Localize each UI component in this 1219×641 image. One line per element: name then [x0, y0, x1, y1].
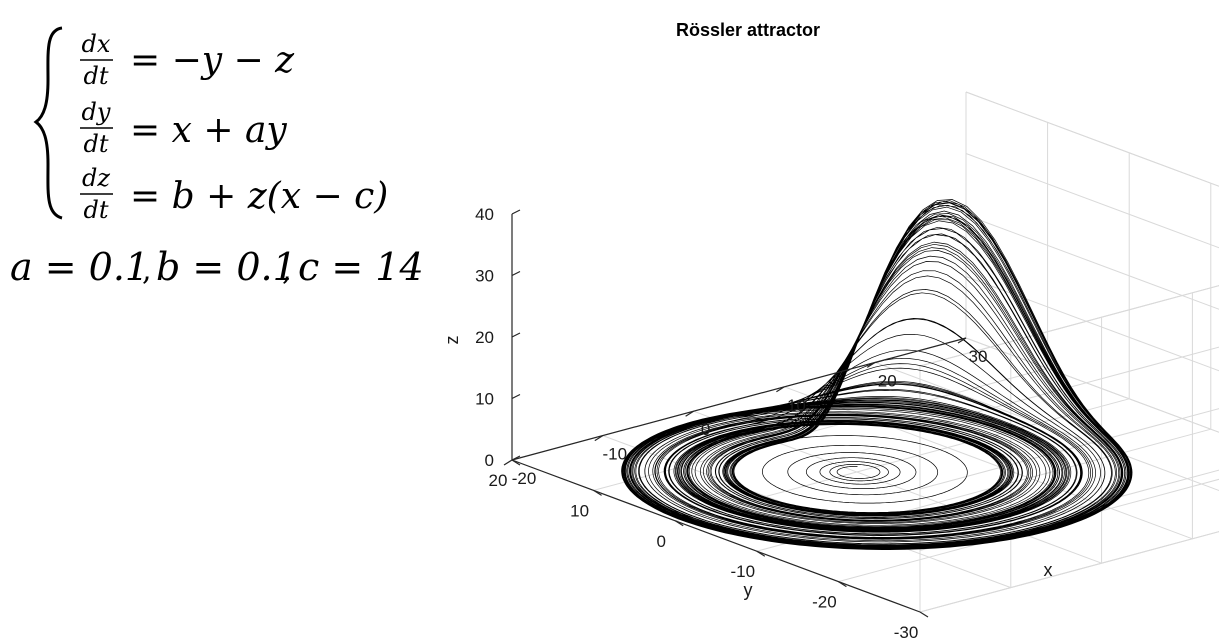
- z-tick-label: 20: [475, 328, 494, 347]
- axes: [503, 209, 967, 618]
- z-tick-mark: [511, 270, 521, 277]
- y-tick-label: 10: [570, 501, 589, 520]
- x-tick-mark: [685, 410, 694, 417]
- eq3-numerator: dz: [82, 164, 110, 192]
- y-tick-label: 0: [656, 532, 665, 551]
- y-tick-label: 20: [489, 471, 508, 490]
- param-sep-1: ,: [142, 253, 152, 288]
- trajectory-line: [621, 199, 1133, 550]
- equation-dy-dt: dy dt = x + ay: [80, 98, 287, 158]
- eq1-numerator: dx: [82, 30, 111, 58]
- rossler-3d-plot: Rössler attractor -20 -10 0 10 20 30 -30 -20 -10…: [442, 20, 1219, 641]
- z-tick-label: 0: [485, 451, 494, 470]
- chart-title: Rössler attractor: [676, 20, 820, 40]
- eq2-numerator: dy: [82, 98, 111, 126]
- wall-grid-z: [919, 285, 1219, 367]
- z-tick-label: 10: [475, 390, 494, 409]
- eq2-rhs: = x + ay: [130, 110, 287, 151]
- y-tick-mark: [838, 581, 847, 588]
- wall-grid-z: [919, 531, 1219, 613]
- eq1-denominator: dt: [83, 62, 108, 90]
- wall-grid-z: [965, 214, 1219, 310]
- z-tick-label: 30: [475, 267, 494, 286]
- box-top-edge: [965, 91, 1219, 187]
- x-tick-mark: [866, 361, 876, 368]
- y-tick-label: -20: [812, 593, 837, 612]
- y-axis-line: [511, 459, 921, 613]
- x-tick-mark: [957, 337, 967, 344]
- eq3-rhs: = b + z(x − c): [130, 176, 388, 217]
- x-tick-label: -10: [603, 445, 628, 464]
- wall-grid-z: [919, 469, 1219, 551]
- y-tick-label: -10: [731, 562, 756, 581]
- wall-grid-z: [965, 276, 1219, 372]
- x-axis-line: [511, 337, 967, 461]
- z-tick-mark: [511, 393, 521, 400]
- x-tick-label: 30: [969, 347, 988, 366]
- y-tick-mark: [919, 611, 929, 618]
- param-b: b = 0.1: [156, 245, 297, 289]
- z-axis-label: z: [442, 336, 462, 345]
- equation-dx-dt: dx dt = −y − z: [80, 30, 295, 90]
- box-top-edge: [919, 285, 1219, 367]
- x-tick-mark: [594, 435, 604, 442]
- x-tick-label: -20: [512, 469, 537, 488]
- param-sep-2: ,: [282, 253, 292, 288]
- attractor-trajectory: [621, 199, 1133, 550]
- z-tick-mark: [511, 332, 521, 338]
- x-axis-label: x: [1044, 560, 1053, 580]
- floor-grid-x: [875, 361, 1219, 492]
- wall-grid-z: [919, 408, 1219, 490]
- x-tick-label: 0: [701, 420, 710, 439]
- parameter-values: a = 0.1 , b = 0.1 , c = 14: [10, 245, 424, 289]
- rossler-equations: dx dt = −y − z dy dt = x + ay dz dt = b …: [10, 26, 424, 289]
- x-tick-label: 10: [787, 396, 806, 415]
- wall-grid-z: [919, 346, 1219, 428]
- y-axis-label: y: [744, 580, 753, 600]
- y-tick-mark: [756, 550, 766, 557]
- x-tick-mark: [503, 459, 513, 466]
- eq1-rhs: = −y − z: [130, 40, 295, 81]
- x-tick-mark: [776, 386, 785, 393]
- wall-grid-z: [965, 153, 1219, 249]
- z-tick-mark: [511, 209, 521, 215]
- floor-grid-x: [693, 410, 1102, 564]
- x-tick-label: 20: [878, 371, 897, 390]
- y-tick-label: -30: [894, 623, 919, 641]
- y-tick-mark: [593, 489, 602, 496]
- eq3-denominator: dt: [83, 196, 108, 224]
- system-brace: [33, 26, 63, 220]
- eq2-denominator: dt: [83, 130, 108, 158]
- y-tick-mark: [511, 459, 521, 466]
- z-tick-label: 40: [475, 205, 494, 224]
- param-c: c = 14: [298, 245, 424, 289]
- param-a: a = 0.1: [10, 245, 149, 289]
- equation-dz-dt: dz dt = b + z(x − c): [80, 164, 388, 224]
- y-tick-mark: [674, 520, 684, 527]
- z-tick-mark: [511, 455, 521, 461]
